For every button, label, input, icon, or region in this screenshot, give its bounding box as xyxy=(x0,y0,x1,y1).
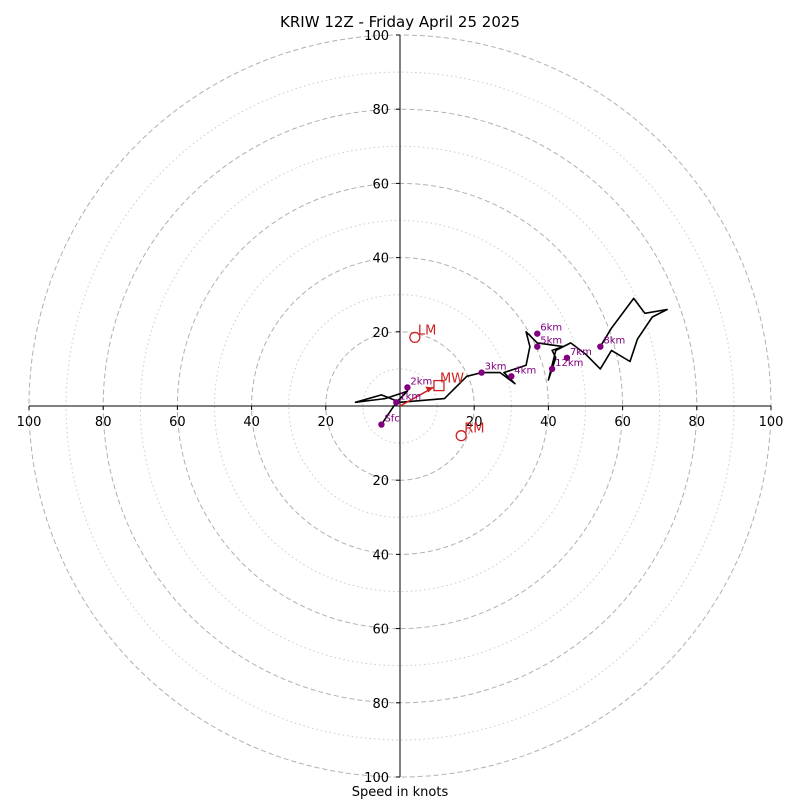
x-tick-label: 100 xyxy=(759,415,784,430)
height-point xyxy=(404,384,411,391)
x-tick-label: 40 xyxy=(540,415,557,430)
x-tick-label: 40 xyxy=(243,415,260,430)
height-point xyxy=(534,343,541,350)
lm-label: LM xyxy=(418,323,436,338)
y-tick-label: 100 xyxy=(364,29,389,44)
mw-marker xyxy=(433,379,445,392)
rm-marker xyxy=(455,430,467,442)
height-label: 5km xyxy=(540,336,562,347)
chart-title: KRIW 12Z - Friday April 25 2025 xyxy=(280,13,520,31)
height-point xyxy=(478,369,485,376)
y-tick-label: 60 xyxy=(372,177,389,192)
mean-wind-arrowhead xyxy=(425,386,434,393)
y-tick-label: 80 xyxy=(372,697,389,712)
wind-trace-line xyxy=(354,297,668,426)
y-tick-label: 60 xyxy=(372,623,389,638)
height-label: 8km xyxy=(603,336,625,347)
storm-motion: LM RM MW xyxy=(399,323,484,442)
y-tick-label: 100 xyxy=(364,771,389,786)
y-tick-label: 40 xyxy=(372,548,389,563)
height-markers: Sfc 1km 2km 3km 4km 5km 6km 7km 8km 12km xyxy=(378,323,625,428)
height-label: 6km xyxy=(540,323,562,334)
height-point xyxy=(597,343,604,350)
height-point xyxy=(393,399,400,406)
x-tick-label: 60 xyxy=(169,415,186,430)
height-point xyxy=(378,421,385,428)
height-label: 2km xyxy=(410,376,432,387)
x-axis-label: Speed in knots xyxy=(352,785,449,800)
height-label: Sfc xyxy=(384,414,399,425)
x-tick-label: 80 xyxy=(689,415,706,430)
height-label: 3km xyxy=(485,362,507,373)
y-tick-label: 80 xyxy=(372,103,389,118)
y-tick-label: 40 xyxy=(372,252,389,267)
height-label: 1km xyxy=(399,391,421,402)
x-tick-label: 60 xyxy=(614,415,631,430)
y-tick-label: 20 xyxy=(372,326,389,341)
rm-label: RM xyxy=(464,422,484,437)
mw-label: MW xyxy=(440,372,464,387)
height-label: 4km xyxy=(514,365,536,376)
height-label: 12km xyxy=(555,358,583,369)
lm-marker xyxy=(409,331,421,344)
wind-trace xyxy=(354,297,668,426)
height-point xyxy=(563,354,571,361)
x-tick-label: 20 xyxy=(466,415,483,430)
x-tick-label: 100 xyxy=(17,415,42,430)
height-label: 7km xyxy=(570,347,592,358)
tick-labels: 100 80 60 40 20 20 40 60 80 100 20 20 40 40 60 60 80 80 10… xyxy=(17,29,784,786)
x-tick-label: 20 xyxy=(318,415,335,430)
height-point xyxy=(508,373,515,380)
height-point xyxy=(534,330,541,337)
x-tick-label: 80 xyxy=(95,415,112,430)
height-point xyxy=(548,365,556,373)
y-tick-label: 20 xyxy=(372,474,389,489)
